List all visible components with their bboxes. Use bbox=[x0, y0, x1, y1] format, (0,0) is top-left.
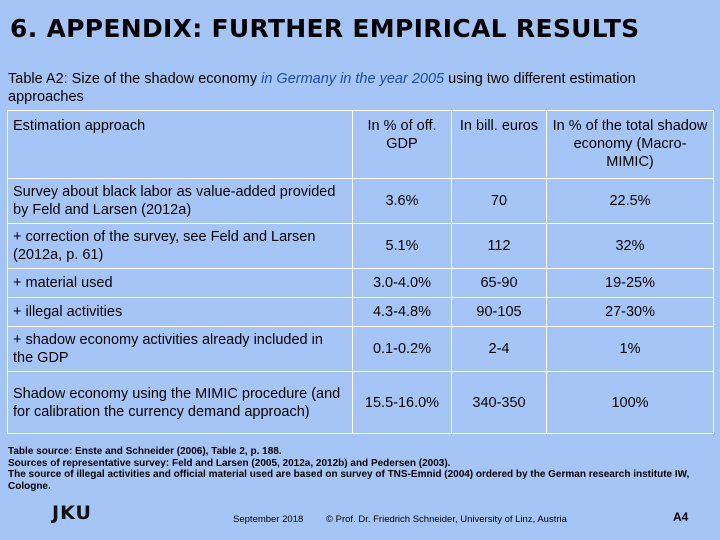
table-row: + material used 3.0-4.0% 65-90 19-25% bbox=[7, 268, 714, 298]
jku-logo: JKU bbox=[52, 502, 92, 524]
cell-bill-euros: 65-90 bbox=[451, 268, 547, 298]
footer-date: September 2018 bbox=[233, 514, 304, 525]
cell-pct-gdp: 0.1-0.2% bbox=[352, 326, 452, 372]
cell-bill-euros: 340-350 bbox=[451, 371, 547, 434]
cell-bill-euros: 90-105 bbox=[451, 297, 547, 327]
caption-prefix: Table A2: Size of the shadow economy bbox=[8, 71, 262, 87]
cell-pct-total: 19-25% bbox=[546, 268, 714, 298]
cell-pct-total: 32% bbox=[546, 223, 714, 269]
row-label: + shadow economy activities already incl… bbox=[7, 326, 353, 372]
header-pct-total: In % of the total shadow economy (Macro-… bbox=[546, 110, 714, 179]
cell-pct-gdp: 4.3-4.8% bbox=[352, 297, 452, 327]
header-estimation-approach: Estimation approach bbox=[7, 110, 353, 179]
table-caption: Table A2: Size of the shadow economy in … bbox=[8, 70, 708, 106]
page-number: A4 bbox=[673, 510, 689, 524]
cell-pct-gdp: 15.5-16.0% bbox=[352, 371, 452, 434]
table-sources: Table source: Enste and Schneider (2006)… bbox=[8, 446, 713, 492]
row-label: Shadow economy using the MIMIC procedure… bbox=[7, 371, 353, 434]
cell-bill-euros: 112 bbox=[451, 223, 547, 269]
cell-pct-gdp: 5.1% bbox=[352, 223, 452, 269]
page-title: 6. APPENDIX: FURTHER EMPIRICAL RESULTS bbox=[10, 14, 640, 43]
source-line: Table source: Enste and Schneider (2006)… bbox=[8, 446, 282, 457]
footer-copyright: © Prof. Dr. Friedrich Schneider, Univers… bbox=[326, 514, 567, 525]
header-pct-gdp: In % of off. GDP bbox=[352, 110, 452, 179]
cell-bill-euros: 70 bbox=[451, 178, 547, 224]
source-line: Sources of representative survey: Feld a… bbox=[8, 457, 451, 469]
row-label: + material used bbox=[7, 268, 353, 298]
caption-suffix: using two different estimation approache… bbox=[8, 71, 636, 105]
table-row: + shadow economy activities already incl… bbox=[7, 326, 714, 372]
caption-highlight: in Germany in the year 2005 bbox=[261, 71, 445, 87]
cell-pct-total: 27-30% bbox=[546, 297, 714, 327]
row-label: Survey about black labor as value-added … bbox=[7, 178, 353, 224]
table-header-row: Estimation approach In % of off. GDP In … bbox=[7, 110, 714, 179]
table-row: Shadow economy using the MIMIC procedure… bbox=[7, 371, 714, 434]
cell-pct-gdp: 3.0-4.0% bbox=[352, 268, 452, 298]
header-bill-euros: In bill. euros bbox=[451, 110, 547, 179]
row-label: + correction of the survey, see Feld and… bbox=[7, 223, 353, 269]
cell-bill-euros: 2-4 bbox=[451, 326, 547, 372]
cell-pct-total: 1% bbox=[546, 326, 714, 372]
cell-pct-total: 22.5% bbox=[546, 178, 714, 224]
cell-pct-gdp: 3.6% bbox=[352, 178, 452, 224]
table-row: Survey about black labor as value-added … bbox=[7, 178, 714, 224]
row-label: + illegal activities bbox=[7, 297, 353, 327]
shadow-economy-table: Estimation approach In % of off. GDP In … bbox=[7, 110, 714, 434]
cell-pct-total: 100% bbox=[546, 371, 714, 434]
table-row: + illegal activities 4.3-4.8% 90-105 27-… bbox=[7, 297, 714, 327]
table-row: + correction of the survey, see Feld and… bbox=[7, 223, 714, 269]
source-line: The source of illegal activities and off… bbox=[8, 469, 690, 492]
